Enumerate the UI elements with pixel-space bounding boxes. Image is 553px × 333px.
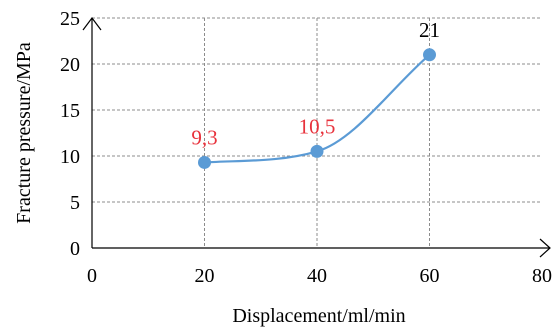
y-tick-label: 20 bbox=[60, 54, 80, 76]
x-axis-title: Displacement/ml/min bbox=[232, 305, 405, 327]
data-labels: 9,3 10,5 21 bbox=[191, 18, 440, 150]
x-axis-arrow bbox=[539, 238, 551, 258]
y-axis-title: Fracture pressure/MPa bbox=[13, 42, 35, 224]
y-tick-label: 0 bbox=[70, 238, 80, 260]
x-tick-label: 60 bbox=[420, 265, 440, 287]
data-point bbox=[198, 155, 211, 169]
y-tick-label: 10 bbox=[60, 146, 80, 168]
y-tick-label: 25 bbox=[60, 8, 80, 30]
x-tick-label: 20 bbox=[195, 265, 215, 287]
data-label: 10,5 bbox=[299, 114, 336, 138]
data-point bbox=[310, 144, 324, 158]
y-axis-arrow bbox=[82, 17, 102, 31]
x-tick-label: 0 bbox=[87, 265, 97, 287]
x-tick-labels: 0 20 40 60 80 bbox=[87, 265, 552, 287]
data-point bbox=[423, 48, 436, 62]
series bbox=[198, 48, 436, 169]
y-tick-labels: 0 5 10 15 20 25 bbox=[60, 8, 80, 260]
x-tick-label: 40 bbox=[307, 265, 327, 287]
x-tick-label: 80 bbox=[532, 265, 552, 287]
y-tick-label: 15 bbox=[60, 100, 80, 122]
data-label: 9,3 bbox=[191, 125, 217, 149]
axes bbox=[82, 17, 551, 258]
y-tick-label: 5 bbox=[70, 192, 80, 214]
grid bbox=[92, 17, 542, 248]
data-label: 21 bbox=[419, 18, 440, 42]
